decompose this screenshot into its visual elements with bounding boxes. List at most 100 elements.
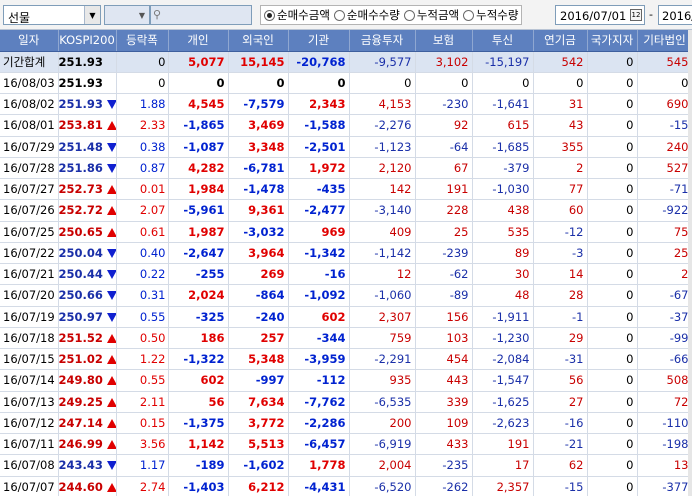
pension-cell: -1	[533, 306, 588, 328]
radio-button[interactable]	[463, 9, 475, 21]
inst-cell: -4,431	[288, 476, 350, 496]
table-row[interactable]: 16/07/27 252.73 0.01 1,984 -1,478 -435 142 191-…	[0, 178, 692, 201]
trust-cell: -1,685	[472, 136, 534, 158]
calendar-icon[interactable]: 12	[630, 9, 642, 21]
foreign-cell: -7,579	[228, 93, 289, 116]
column-header[interactable]: 등락폭	[116, 30, 169, 52]
table-row[interactable]: 16/08/02 251.93 1.88 4,545 -7,579 2,343 4,153-…	[0, 93, 692, 116]
table-row[interactable]: 16/07/25 250.65 0.61 1,987 -3,032 969 409 25 535…	[0, 221, 692, 243]
radio-option[interactable]: 누적금액	[403, 6, 460, 24]
nat-cell: 0	[587, 369, 638, 392]
change-cell: 2.33	[116, 114, 169, 137]
column-header[interactable]: 개인	[168, 30, 229, 52]
market-select[interactable]: 선물 ▼	[3, 5, 101, 25]
change-cell: 0.38	[116, 136, 169, 158]
table-row[interactable]: 16/07/21 250.44 0.22 -255 269 -16 12 -62 30 14 0 2	[0, 263, 692, 286]
table-row[interactable]: 16/07/22 250.04 0.40 -2,647 3,964 -1,342 -1,14…	[0, 242, 692, 265]
table-row[interactable]: 16/07/29 251.48 0.38 -1,087 3,348 -2,501 -1,12…	[0, 136, 692, 158]
sub-select[interactable]: ▼	[104, 5, 150, 25]
fin-cell: -3,140	[349, 199, 416, 222]
ins-cell: -230	[415, 93, 473, 116]
table-row[interactable]: 16/07/15 251.02 1.22 -1,322 5,348 -3,959 -2,29…	[0, 348, 692, 371]
foreign-cell: -3,032	[228, 221, 289, 243]
date-cell: 16/07/08	[0, 454, 59, 477]
table-row[interactable]: 16/07/07 244.60 2.74 -1,403 6,212 -4,431 -6,52…	[0, 476, 692, 496]
triangle-up-icon	[106, 440, 115, 450]
fin-cell: 4,153	[349, 93, 416, 116]
radio-option[interactable]: 순매수수량	[333, 6, 400, 24]
column-header[interactable]: 금융투자	[349, 30, 416, 52]
pension-cell: 28	[533, 284, 588, 307]
scrollbar[interactable]	[688, 30, 692, 496]
column-header[interactable]: 국가지자	[587, 30, 638, 52]
date-cell: 16/07/22	[0, 242, 59, 265]
change-cell: 0.61	[116, 221, 169, 243]
radio-button[interactable]	[403, 9, 415, 21]
radio-option[interactable]: 순매수금액	[264, 6, 330, 24]
triangle-up-icon	[106, 355, 115, 365]
indiv-cell: -1,087	[168, 136, 229, 158]
change-cell: 2.74	[116, 476, 169, 496]
change-cell: 0.55	[116, 306, 169, 328]
table-row[interactable]: 16/08/03 251.93 0 0 0 0 0 0 0 0 0 0	[0, 72, 692, 95]
date-to-field[interactable]: 2016/	[658, 5, 692, 25]
radio-label: 누적금액	[416, 8, 460, 22]
table-row[interactable]: 16/08/01 253.81 2.33 -1,865 3,469 -1,588 -2,27…	[0, 114, 692, 137]
column-header[interactable]: KOSPI200	[58, 30, 117, 52]
date-from-field[interactable]: 2016/07/01 12	[555, 5, 645, 25]
chevron-down-icon[interactable]: ▼	[138, 10, 146, 20]
nat-cell: 0	[587, 391, 638, 413]
investor-trading-table: 일자 KOSPI200 등락폭 개인 외국인 기관 금융투자 보험 투신 연기금 국가지자 기타법인 …	[0, 30, 692, 496]
table-row[interactable]: 16/07/20 250.66 0.31 2,024 -864 -1,092 -1,060-…	[0, 284, 692, 307]
chevron-down-icon[interactable]: ▼	[84, 6, 100, 24]
column-header[interactable]: 기관	[288, 30, 350, 52]
kospi200-value: 251.93	[58, 97, 103, 112]
other-cell: -71	[637, 178, 692, 201]
table-row[interactable]: 16/07/12 247.14 0.15 -1,375 3,772 -2,286 200 10…	[0, 412, 692, 435]
kospi200-value: 251.02	[58, 352, 103, 367]
table-row[interactable]: 16/07/13 249.25 2.11 56 7,634 -7,762 -6,535 339…	[0, 391, 692, 413]
change-cell: 1.17	[116, 454, 169, 477]
kospi200-cell: 250.97	[58, 306, 117, 328]
table-row[interactable]: 16/07/08 243.43 1.17 -189 -1,602 1,778 2,004 -2…	[0, 454, 692, 477]
table-row[interactable]: 16/07/18 251.52 0.50 186 257 -344 759 103 -1,230…	[0, 327, 692, 350]
other-cell: -198	[637, 433, 692, 456]
change-cell: 0.50	[116, 327, 169, 350]
table-row[interactable]: 16/07/19 250.97 0.55 -325 -240 602 2,307 156 -1,…	[0, 306, 692, 328]
date-cell: 16/07/21	[0, 263, 59, 286]
column-header[interactable]: 연기금	[533, 30, 588, 52]
summary-row[interactable]: 기간합계 251.93 0 5,077 15,145 -20,768 -9,577 3,102…	[0, 51, 692, 73]
kospi200-value: 250.65	[58, 224, 103, 239]
kospi200-cell: 251.48	[58, 136, 117, 158]
table-row[interactable]: 16/07/26 252.72 2.07 -5,961 9,361 -2,477 -3,14…	[0, 199, 692, 222]
table-row[interactable]: 16/07/14 249.80 0.55 602 -997 -112 935 443 -1,54…	[0, 369, 692, 392]
column-header[interactable]: 보험	[415, 30, 473, 52]
radio-button[interactable]	[333, 9, 345, 21]
trust-cell: 615	[472, 114, 534, 137]
ins-cell: -62	[415, 263, 473, 286]
triangle-up-icon	[106, 333, 115, 343]
table-row[interactable]: 16/07/11 246.99 3.56 1,142 5,513 -6,457 -6,919…	[0, 433, 692, 456]
table-row[interactable]: 16/07/28 251.86 0.87 4,282 -6,781 1,972 2,120 6…	[0, 157, 692, 180]
kospi200-cell: 244.60	[58, 476, 117, 496]
search-icon[interactable]: ⚲	[153, 8, 162, 21]
fin-cell: 200	[349, 412, 416, 435]
radio-option[interactable]: 누적수량	[463, 6, 518, 24]
other-cell: -110	[637, 412, 692, 435]
kospi200-cell: 249.80	[58, 369, 117, 392]
pension-cell: -12	[533, 221, 588, 243]
kospi200-cell: 251.86	[58, 157, 117, 180]
column-header[interactable]: 기타법인	[637, 30, 692, 52]
column-header[interactable]: 외국인	[228, 30, 289, 52]
other-cell: 13	[637, 454, 692, 477]
column-header[interactable]: 일자	[0, 30, 59, 52]
inst-cell: -20,768	[288, 51, 350, 73]
triangle-down-icon	[106, 248, 115, 258]
toolbar: 선물 ▼ ▼ ⚲ 순매수금액 순매수수량 누적금액 누적수량 2016/07/01 1…	[0, 0, 692, 30]
other-cell: 72	[637, 391, 692, 413]
search-input[interactable]: ⚲	[150, 5, 252, 25]
column-header[interactable]: 투신	[472, 30, 534, 52]
radio-button[interactable]	[264, 9, 275, 21]
triangle-down-icon	[106, 142, 115, 152]
inst-cell: -435	[288, 178, 350, 201]
